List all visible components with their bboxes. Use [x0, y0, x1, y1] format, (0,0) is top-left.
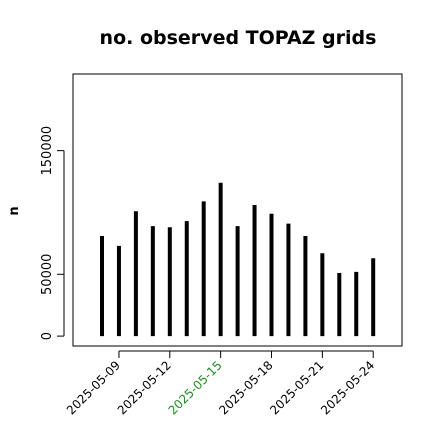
- plot-frame: [72, 73, 403, 347]
- y-axis-label: n: [7, 206, 22, 215]
- bar-series: [100, 182, 376, 337]
- x-tick-label: 2025-05-18: [216, 358, 275, 417]
- x-tick-label: 2025-05-24: [318, 358, 377, 417]
- x-axis: 2025-05-092025-05-122025-05-152025-05-18…: [64, 350, 377, 417]
- y-tick-label: 0: [40, 332, 55, 340]
- x-tick-label: 2025-05-12: [115, 358, 174, 417]
- x-tick-label: 2025-05-15: [166, 358, 225, 417]
- y-axis: 0 50000 150000: [40, 126, 65, 340]
- x-tick-label: 2025-05-09: [64, 358, 123, 417]
- chart-title: no. observed TOPAZ grids: [100, 27, 377, 49]
- y-tick-label: 150000: [40, 126, 55, 176]
- x-tick-label: 2025-05-21: [267, 358, 326, 417]
- y-tick-label: 50000: [40, 254, 55, 295]
